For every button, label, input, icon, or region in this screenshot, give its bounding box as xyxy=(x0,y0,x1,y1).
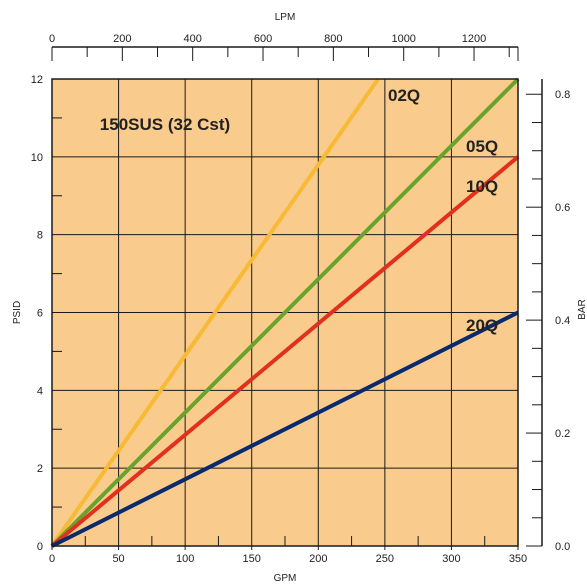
y2-tick-label: 0.6 xyxy=(555,202,570,214)
x2-tick-label: 600 xyxy=(254,33,272,45)
x-tick-label: 150 xyxy=(243,553,261,565)
y-tick-label: 12 xyxy=(31,74,43,86)
y-tick-label: 2 xyxy=(37,463,43,475)
x-tick-label: 200 xyxy=(309,553,327,565)
x-tick-label: 350 xyxy=(509,553,527,565)
x-axis-title: GPM xyxy=(274,573,297,584)
y-tick-label: 0 xyxy=(37,541,43,553)
x2-tick-label: 1000 xyxy=(391,33,415,45)
chart-annotation: 150SUS (32 Cst) xyxy=(100,115,230,134)
series-line-10q xyxy=(50,155,520,548)
y-axis-title: PSID xyxy=(12,301,23,324)
series-label-10q: 10Q xyxy=(466,177,498,196)
series-line-02q xyxy=(50,77,380,548)
y2-tick-label: 0.0 xyxy=(555,541,570,553)
x2-tick-label: 200 xyxy=(113,33,131,45)
series-label-02q: 02Q xyxy=(388,86,420,105)
y-tick-label: 4 xyxy=(37,385,43,397)
x-tick-label: 0 xyxy=(49,553,55,565)
series-label-05q: 05Q xyxy=(466,137,498,156)
y2-tick-label: 0.8 xyxy=(555,89,570,101)
x-tick-label: 250 xyxy=(376,553,394,565)
y2-tick-label: 0.2 xyxy=(555,428,570,440)
series-line-20q xyxy=(51,310,519,548)
y-tick-label: 6 xyxy=(37,308,43,320)
series-label-20q: 20Q xyxy=(466,316,498,335)
x2-tick-label: 400 xyxy=(183,33,201,45)
y-tick-label: 8 xyxy=(37,230,43,242)
x-tick-label: 50 xyxy=(112,553,124,565)
x2-tick-label: 0 xyxy=(49,33,55,45)
x-tick-label: 100 xyxy=(176,553,194,565)
x2-tick-label: 800 xyxy=(324,33,342,45)
x2-tick-label: 1200 xyxy=(462,33,486,45)
series-line-05q xyxy=(50,77,520,548)
x-tick-label: 300 xyxy=(442,553,460,565)
y2-tick-label: 0.4 xyxy=(555,315,570,327)
y2-axis-title: BAR xyxy=(577,299,587,320)
x2-axis-title: LPM xyxy=(275,12,296,23)
y-tick-label: 10 xyxy=(31,152,43,164)
